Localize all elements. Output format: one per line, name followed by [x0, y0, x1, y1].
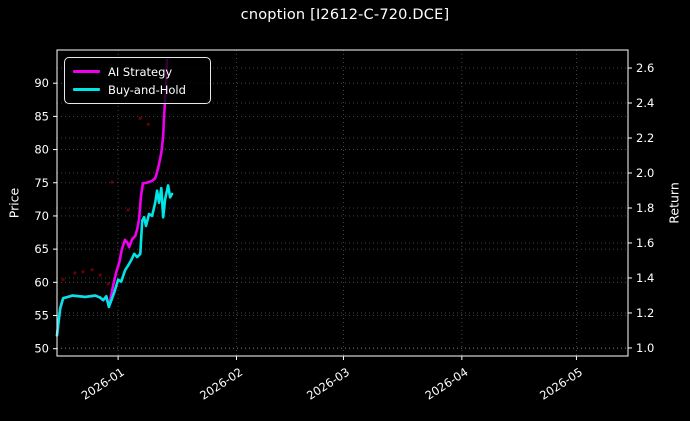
y-tick-label-price: 90	[34, 76, 49, 90]
signal-dot	[138, 116, 142, 120]
y-tick-label-return: 1.0	[636, 341, 654, 355]
x-tick-label: 2026-04	[423, 365, 471, 403]
legend-label: AI Strategy	[108, 64, 173, 79]
x-tick-label: 2026-02	[197, 365, 245, 403]
series-line-buy-and-hold	[55, 184, 174, 337]
signal-dot	[146, 122, 150, 126]
signal-dot	[98, 273, 102, 277]
signal-dot	[106, 282, 110, 286]
signal-dot	[90, 268, 94, 272]
y-tick-label-return: 2.6	[636, 61, 654, 75]
buy-and-hold-line-swatch	[73, 88, 100, 91]
y-tick-label-return: 1.4	[636, 271, 654, 285]
y-tick-label-price: 70	[34, 209, 49, 223]
y-tick-label-price: 50	[34, 342, 49, 356]
signal-dot	[61, 278, 65, 282]
y-tick-label-return: 2.0	[636, 166, 654, 180]
x-tick-label: 2026-03	[304, 365, 352, 403]
plot-border	[56, 49, 629, 357]
legend[interactable]: AI Strategy Buy-and-Hold	[64, 57, 211, 104]
y-tick-label-return: 2.2	[636, 131, 654, 145]
y-tick-label-price: 85	[34, 109, 49, 123]
y-tick-label-price: 60	[34, 275, 49, 289]
x-tick-label: 2026-05	[537, 365, 585, 403]
ai-strategy-line-swatch	[73, 70, 100, 73]
y-tick-label-return: 1.8	[636, 201, 654, 215]
legend-label: Buy-and-Hold	[108, 82, 186, 97]
y-tick-label-return: 1.2	[636, 306, 654, 320]
y-tick-label-return: 2.4	[636, 96, 654, 110]
chart-title: cnoption [I2612-C-720.DCE]	[240, 7, 450, 23]
signal-dot	[73, 271, 77, 275]
y-tick-label-price: 55	[34, 309, 49, 323]
legend-item-buy-and-hold[interactable]: Buy-and-Hold	[73, 83, 202, 97]
x-tick-label: 2026-01	[79, 365, 127, 403]
signal-dot	[81, 270, 85, 274]
signal-dot	[110, 180, 114, 184]
legend-item-ai-strategy[interactable]: AI Strategy	[73, 65, 202, 79]
y-tick-label-price: 75	[34, 176, 49, 190]
y-tick-label-price: 65	[34, 242, 49, 256]
y-tick-label-return: 1.6	[636, 236, 654, 250]
signal-dot	[126, 208, 130, 212]
y-tick-label-price: 80	[34, 143, 49, 157]
